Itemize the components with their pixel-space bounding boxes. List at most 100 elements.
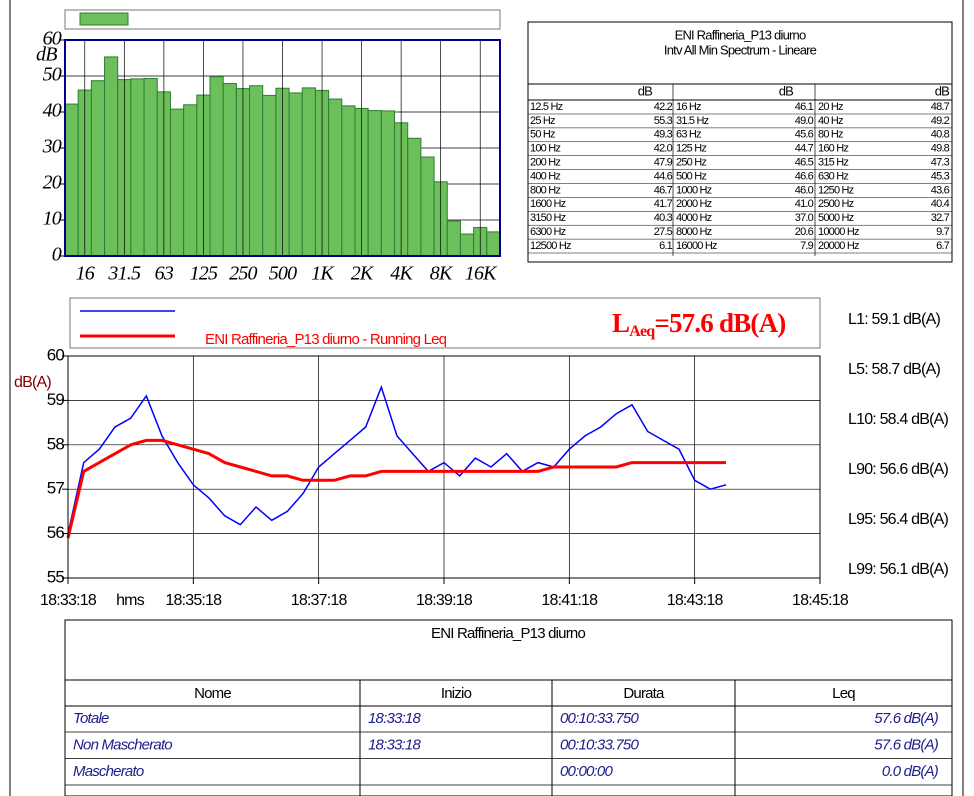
spectrum-cell: 80 Hz <box>818 129 843 141</box>
summary-cell: Totale <box>73 710 109 727</box>
plot-frame <box>67 355 821 579</box>
bar <box>130 78 145 257</box>
y-tick-label: 50 <box>43 64 62 86</box>
spectrum-cell: 20000 Hz <box>818 240 859 252</box>
y-axis-label: dB(A) <box>14 374 51 391</box>
spectrum-cell: 46.7 <box>654 184 673 196</box>
x-tick-label: 8K <box>430 263 454 285</box>
legend-label: ENI Raffineria_P13 diurno - Running Leq <box>205 331 447 348</box>
plot-frame <box>64 39 501 257</box>
series-line <box>66 438 726 539</box>
x-tick-label: 18:41:18 <box>541 592 598 609</box>
spectrum-cell: 32.7 <box>931 212 950 224</box>
x-tick-label: 125 <box>190 263 218 285</box>
bar <box>288 92 303 257</box>
bar <box>90 80 106 257</box>
spectrum-cell: 800 Hz <box>530 184 560 196</box>
y-tick-label: 56 <box>47 523 65 542</box>
spectrum-cell: 2000 Hz <box>676 198 712 210</box>
bar <box>64 103 79 257</box>
percentile-level: L95: 56.4 dB(A) <box>848 511 949 528</box>
spectrum-cell: 44.6 <box>654 170 673 182</box>
spectrum-cell: 630 Hz <box>818 170 848 182</box>
spectrum-table-title: ENI Raffineria_P13 diurno <box>675 27 806 42</box>
time-legend <box>69 297 821 349</box>
bar <box>209 76 224 257</box>
y-tick-label: 60 <box>43 28 62 50</box>
y-tick-label: 0 <box>52 244 62 266</box>
summary-cell: 00:10:33.750 <box>560 710 639 727</box>
spectrum-cell: 16000 Hz <box>676 240 717 252</box>
bar <box>328 98 343 257</box>
y-tick-label: 40 <box>43 100 62 122</box>
spectrum-cell: 12500 Hz <box>530 240 571 252</box>
bar <box>104 56 119 257</box>
spectrum-cell: 41.7 <box>654 198 673 210</box>
spectrum-cell: 12.5 Hz <box>530 101 563 113</box>
summary-cell: 57.6 dB(A) <box>874 710 939 727</box>
bar <box>420 156 435 257</box>
spectrum-cell: 45.3 <box>931 170 950 182</box>
spectrum-cell: 49.2 <box>931 115 950 127</box>
spectrum-cell: 41.0 <box>795 198 814 210</box>
spectrum-legend <box>64 9 501 30</box>
summary-title: ENI Raffineria_P13 diurno <box>431 625 585 642</box>
bar <box>169 108 185 257</box>
spectrum-cell: 47.3 <box>931 157 950 169</box>
bar <box>222 83 237 257</box>
bar <box>407 137 422 257</box>
spectrum-cell: 2500 Hz <box>818 198 854 210</box>
spectrum-cell: 1600 Hz <box>530 198 566 210</box>
spectrum-cell: 6.1 <box>659 240 673 252</box>
spectrum-cell: 40 Hz <box>818 115 843 127</box>
summary-cell: 00:10:33.750 <box>560 736 639 753</box>
x-tick-label: 18:35:18 <box>165 592 222 609</box>
spectrum-cell: 46.6 <box>795 170 814 182</box>
percentile-level: L1: 59.1 dB(A) <box>848 311 940 328</box>
laeq-subscript: Aeq <box>629 323 655 340</box>
laeq-annotation: LAeq=57.6 dB(A) <box>612 308 785 339</box>
spectrum-cell: 6300 Hz <box>530 226 566 238</box>
spectrum-cell: 315 Hz <box>818 157 848 169</box>
bar <box>143 78 158 257</box>
x-tick-label: 500 <box>269 263 297 285</box>
spectrum-cell: 3150 Hz <box>530 212 566 224</box>
spectrum-cell: 55.3 <box>654 115 673 127</box>
summary-cell: Non Mascherato <box>73 736 172 753</box>
y-tick-label: 58 <box>47 434 65 453</box>
y-tick-label: 60 <box>47 345 65 364</box>
bar <box>380 110 396 257</box>
percentile-level: L10: 58.4 dB(A) <box>848 411 949 428</box>
x-tick-label: 18:39:18 <box>416 592 473 609</box>
summary-cell: 00:00:00 <box>560 763 613 780</box>
bar <box>183 104 198 257</box>
spectrum-cell: 125 Hz <box>676 143 706 155</box>
laeq-value: =57.6 dB(A) <box>654 308 785 338</box>
percentile-level: L5: 58.7 dB(A) <box>848 361 940 378</box>
x-tick-label: 16K <box>465 263 498 285</box>
series-line <box>67 384 727 534</box>
spectrum-cell: 46.0 <box>795 184 814 196</box>
summary-cell: 18:33:18 <box>368 710 421 727</box>
y-tick-label: 59 <box>47 390 65 409</box>
spectrum-cell: 400 Hz <box>530 170 560 182</box>
x-tick-label: 18:37:18 <box>291 592 348 609</box>
summary-cell: 18:33:18 <box>368 736 421 753</box>
summary-table-frame <box>64 619 953 796</box>
spectrum-cell: 500 Hz <box>676 170 706 182</box>
spectrum-cell: 100 Hz <box>530 143 560 155</box>
spectrum-cell: 31.5 Hz <box>676 115 709 127</box>
spectrum-cell: 46.1 <box>795 101 814 113</box>
y-tick-label: 10 <box>43 208 62 230</box>
percentile-level: L99: 56.1 dB(A) <box>848 561 949 578</box>
unit-header: dB <box>935 83 949 98</box>
spectrum-cell: 160 Hz <box>818 143 848 155</box>
spectrum-legend-swatch <box>79 12 129 26</box>
spectrum-cell: 7.9 <box>800 240 814 252</box>
spectrum-cell: 40.4 <box>931 198 950 210</box>
spectrum-cell: 250 Hz <box>676 157 706 169</box>
spectrum-cell: 27.5 <box>654 226 673 238</box>
x-tick-label: 18:45:18 <box>792 592 849 609</box>
y-tick-label: 57 <box>47 479 65 498</box>
